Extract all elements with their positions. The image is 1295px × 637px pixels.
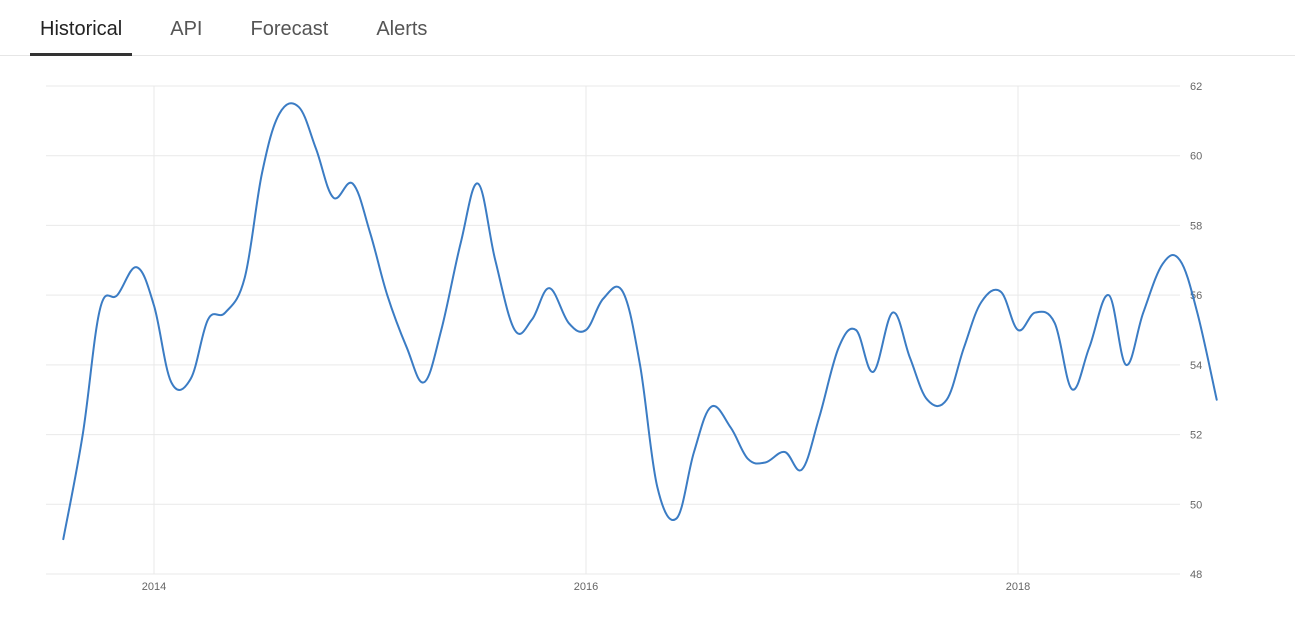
chart-svg: 4850525456586062201420162018 (36, 80, 1226, 600)
y-tick-label: 54 (1190, 360, 1202, 372)
y-tick-label: 60 (1190, 151, 1202, 163)
y-tick-label: 52 (1190, 430, 1202, 442)
y-tick-label: 58 (1190, 220, 1202, 232)
y-tick-label: 62 (1190, 81, 1202, 93)
series-line (63, 103, 1216, 539)
tab-historical[interactable]: Historical (36, 18, 126, 55)
x-tick-label: 2016 (574, 581, 598, 593)
y-tick-label: 50 (1190, 499, 1202, 511)
x-tick-label: 2014 (142, 581, 166, 593)
tab-alerts[interactable]: Alerts (372, 18, 431, 55)
line-chart: 4850525456586062201420162018 (36, 80, 1259, 617)
tabs-bar: Historical API Forecast Alerts (0, 0, 1295, 56)
tab-api[interactable]: API (166, 18, 206, 55)
y-tick-label: 48 (1190, 569, 1202, 581)
tab-forecast[interactable]: Forecast (247, 18, 333, 55)
x-tick-label: 2018 (1006, 581, 1030, 593)
